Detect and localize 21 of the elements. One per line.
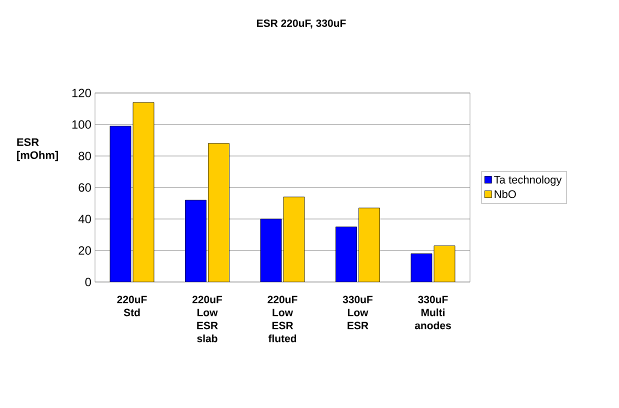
y-tick-label: 0 (85, 278, 92, 286)
x-tick-label: 330uF Low ESR (342, 296, 373, 330)
y-tick-label: 80 (78, 152, 92, 160)
x-tick-label: 220uF Std (117, 296, 147, 316)
y-tick-label: 20 (78, 246, 92, 255)
x-tick-label: 330uF Multi anodes (414, 296, 451, 330)
y-tick-label: 100 (72, 120, 91, 129)
y-tick-label: 40 (78, 214, 92, 224)
chart-title: ESR 220uF, 330uF (257, 20, 346, 28)
y-axis-title: ESR [mOhm] (17, 138, 58, 162)
y-tick-label: 60 (78, 183, 92, 192)
bar (283, 196, 305, 282)
x-tick-label: 220uF Low ESR fluted (268, 296, 298, 342)
bar (358, 208, 380, 282)
bar (132, 102, 154, 282)
y-tick-label: 120 (72, 88, 91, 98)
bar (208, 143, 230, 282)
legend-label: Ta technology (494, 176, 562, 186)
legend-label: NbO (494, 190, 516, 198)
bar (434, 246, 456, 282)
x-tick-label: 220uF Low ESR slab (192, 296, 222, 342)
